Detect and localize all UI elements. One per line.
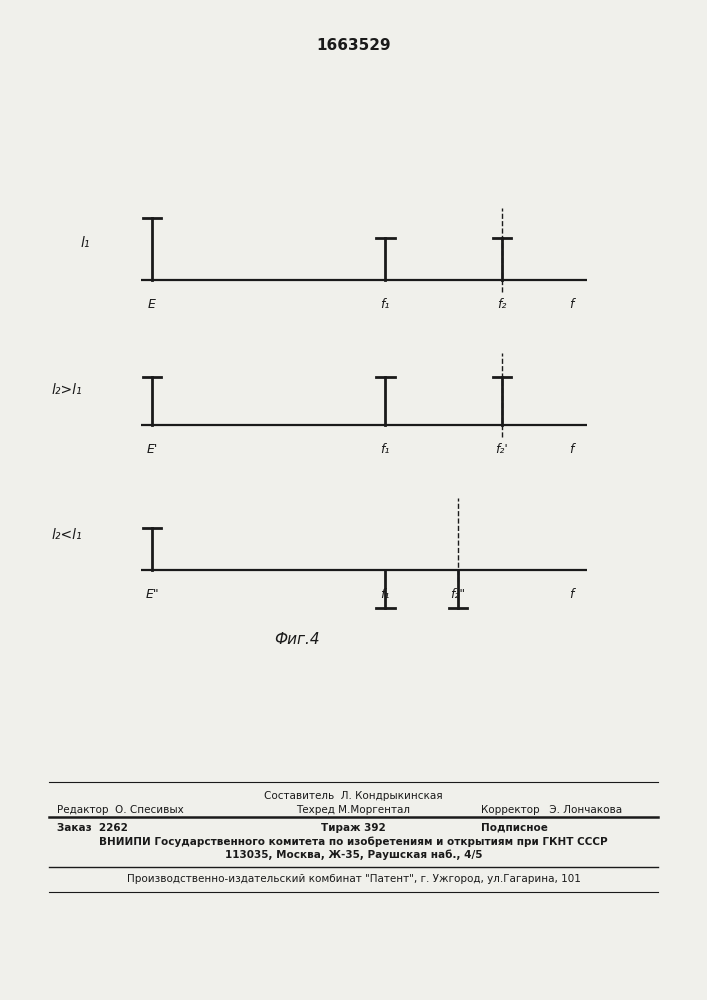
Text: f₂: f₂	[497, 298, 507, 311]
Text: 1663529: 1663529	[316, 37, 391, 52]
Text: Фиг.4: Фиг.4	[274, 633, 320, 648]
Text: Заказ  2262: Заказ 2262	[57, 823, 127, 833]
Text: 113035, Москва, Ж-35, Раушская наб., 4/5: 113035, Москва, Ж-35, Раушская наб., 4/5	[225, 850, 482, 860]
Text: Составитель  Л. Кондрыкинская: Составитель Л. Кондрыкинская	[264, 791, 443, 801]
Text: f: f	[569, 588, 573, 601]
Text: f₁: f₁	[380, 588, 390, 601]
Text: f₁: f₁	[380, 443, 390, 456]
Text: E: E	[148, 298, 156, 311]
Text: f₂': f₂'	[496, 443, 508, 456]
Text: ВНИИПИ Государственного комитета по изобретениям и открытиям при ГКНТ СССР: ВНИИПИ Государственного комитета по изоб…	[99, 837, 608, 847]
Text: Подписное: Подписное	[481, 823, 548, 833]
Text: f₂": f₂"	[450, 588, 466, 601]
Text: Корректор   Э. Лончакова: Корректор Э. Лончакова	[481, 805, 622, 815]
Text: f: f	[569, 443, 573, 456]
Text: l₂>l₁: l₂>l₁	[52, 383, 83, 397]
Text: Редактор  О. Спесивых: Редактор О. Спесивых	[57, 805, 183, 815]
Text: E": E"	[145, 588, 159, 601]
Text: E': E'	[146, 443, 158, 456]
Text: Техред М.Моргентал: Техред М.Моргентал	[296, 805, 411, 815]
Text: Производственно-издательский комбинат "Патент", г. Ужгород, ул.Гагарина, 101: Производственно-издательский комбинат "П…	[127, 874, 580, 884]
Text: f: f	[569, 298, 573, 311]
Text: l₂<l₁: l₂<l₁	[52, 528, 83, 542]
Text: f₁: f₁	[380, 298, 390, 311]
Text: Тираж 392: Тираж 392	[321, 823, 386, 833]
Text: l₁: l₁	[80, 236, 90, 250]
